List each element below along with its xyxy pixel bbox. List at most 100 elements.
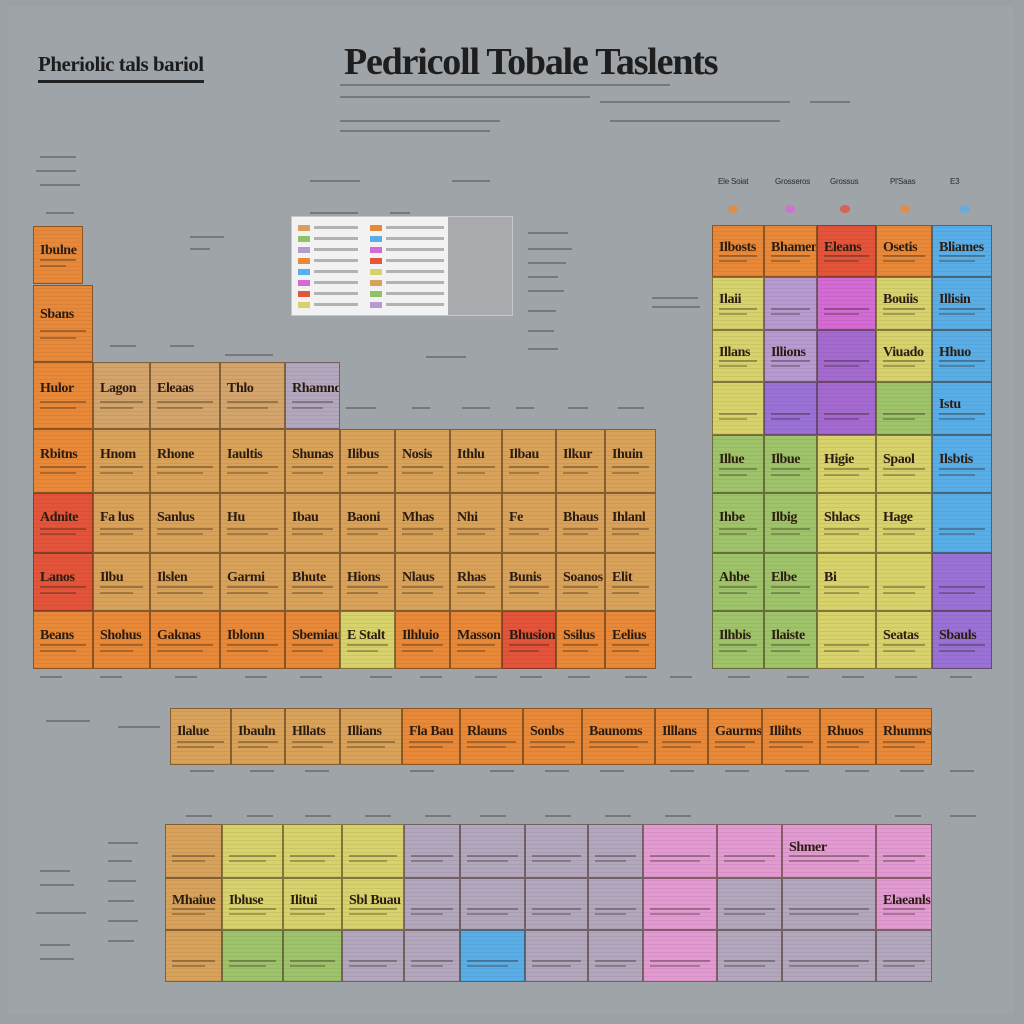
bottom-cell: Sbl Buau bbox=[342, 878, 404, 930]
cell-label: Osetis bbox=[883, 240, 918, 255]
element-cell bbox=[932, 493, 992, 553]
cell-label: Illihts bbox=[769, 724, 802, 740]
cell-label: Rlauns bbox=[467, 724, 507, 740]
element-cell: Gaknas bbox=[150, 611, 220, 669]
element-cell: Bouiis bbox=[876, 277, 932, 330]
cell-label: Hu bbox=[227, 510, 245, 526]
element-cell: Bunis bbox=[502, 553, 556, 611]
cell-label: Ibau bbox=[292, 510, 319, 526]
cell-label: Shmer bbox=[789, 839, 827, 855]
element-cell: Ithlu bbox=[450, 429, 502, 493]
element-cell: Nosis bbox=[395, 429, 450, 493]
cell-label: Eelius bbox=[612, 627, 647, 643]
bottom-cell bbox=[643, 878, 717, 930]
element-cell: Ilbue bbox=[764, 435, 817, 493]
element-cell: Shlacs bbox=[817, 493, 876, 553]
cell-label: Fla Bau bbox=[409, 724, 454, 740]
cell-label: Ihbe bbox=[719, 510, 745, 526]
cell-label: Iaultis bbox=[227, 447, 263, 463]
cell-label: Nhi bbox=[457, 510, 478, 526]
cell-label: Eleaas bbox=[157, 381, 194, 397]
element-cell: Hulor bbox=[33, 362, 93, 429]
cell-label: Elit bbox=[612, 569, 633, 585]
lanthanide-cell: Ibauln bbox=[231, 708, 285, 765]
cell-label: Ilbau bbox=[509, 447, 539, 463]
element-cell: Sbemiaus bbox=[285, 611, 340, 669]
element-cell: Nhi bbox=[450, 493, 502, 553]
element-cell: Ilbosts bbox=[712, 225, 764, 277]
element-cell: Bhaus bbox=[556, 493, 605, 553]
element-cell: Illisin bbox=[932, 277, 992, 330]
cell-label: Bhamen bbox=[771, 240, 817, 255]
bottom-cell bbox=[717, 824, 782, 878]
element-cell: Hhuo bbox=[932, 330, 992, 382]
cell-label: Ihuin bbox=[612, 447, 643, 463]
cell-label: Baunoms bbox=[589, 724, 643, 740]
cell-label: Rbitns bbox=[40, 447, 78, 463]
cell-label: Ilhbis bbox=[719, 627, 751, 643]
element-cell: Ilhbis bbox=[712, 611, 764, 669]
bottom-cell bbox=[222, 824, 283, 878]
element-cell: Bhute bbox=[285, 553, 340, 611]
cell-label: Hage bbox=[883, 510, 913, 526]
key-label: Pl'Saas bbox=[890, 177, 916, 186]
bottom-cell bbox=[342, 930, 404, 982]
element-cell bbox=[876, 553, 932, 611]
element-cell bbox=[817, 277, 876, 330]
element-cell: Garmi bbox=[220, 553, 285, 611]
lanthanide-cell: Illlans bbox=[655, 708, 708, 765]
main-title: Pedricoll Tobale Taslents bbox=[344, 41, 719, 83]
cell-label: Bhaus bbox=[563, 510, 599, 526]
cell-label: Illue bbox=[719, 451, 745, 467]
bottom-cell bbox=[717, 878, 782, 930]
cell-label: Thlo bbox=[227, 381, 254, 397]
cell-label: Illans bbox=[719, 345, 751, 360]
bottom-cell bbox=[588, 878, 643, 930]
bottom-cell bbox=[525, 824, 588, 878]
bottom-cell bbox=[782, 930, 876, 982]
element-cell: Ilhluio bbox=[395, 611, 450, 669]
element-cell: Rhamnd bbox=[285, 362, 340, 429]
lanthanide-cell: Fla Bau bbox=[402, 708, 460, 765]
bottom-cell bbox=[404, 824, 460, 878]
cell-label: Bouiis bbox=[883, 292, 918, 308]
cell-label: Higie bbox=[824, 451, 854, 467]
bottom-cell bbox=[460, 824, 525, 878]
element-cell: Sanlus bbox=[150, 493, 220, 553]
element-cell bbox=[817, 330, 876, 382]
cell-label: Viuado bbox=[883, 345, 924, 360]
cell-label: Gaurms bbox=[715, 724, 762, 740]
bottom-cell bbox=[222, 930, 283, 982]
element-cell: Bliames bbox=[932, 225, 992, 277]
cell-label: Ibulne bbox=[40, 242, 77, 258]
bottom-cell bbox=[643, 824, 717, 878]
cell-label: Lanos bbox=[40, 569, 75, 585]
element-cell: Osetis bbox=[876, 225, 932, 277]
element-cell bbox=[817, 611, 876, 669]
element-cell: Hage bbox=[876, 493, 932, 553]
element-cell: Shohus bbox=[93, 611, 150, 669]
element-cell: Viuado bbox=[876, 330, 932, 382]
cell-label: Seatas bbox=[883, 627, 919, 643]
cell-label: Rhone bbox=[157, 447, 194, 463]
cell-label: Hions bbox=[347, 569, 381, 585]
element-cell: Eleans bbox=[817, 225, 876, 277]
cell-label: Ibauln bbox=[238, 724, 276, 740]
lanthanide-cell: Illihts bbox=[762, 708, 820, 765]
key-label: Grosseros bbox=[775, 177, 811, 186]
element-cell: Ihbe bbox=[712, 493, 764, 553]
cell-label: Beans bbox=[40, 627, 74, 643]
cell-label: Ilitui bbox=[290, 893, 318, 908]
bottom-cell: Shmer bbox=[782, 824, 876, 878]
cell-label: Ibluse bbox=[229, 893, 264, 908]
bottom-cell bbox=[283, 824, 342, 878]
cell-label: Ilaii bbox=[719, 292, 742, 308]
key-label: Grossus bbox=[830, 177, 859, 186]
cell-label: Bi bbox=[824, 569, 837, 585]
element-cell: Fe bbox=[502, 493, 556, 553]
bottom-cell bbox=[588, 824, 643, 878]
cell-label: Shunas bbox=[292, 447, 334, 463]
cell-label: Fe bbox=[509, 510, 523, 526]
lanthanide-cell: Hllats bbox=[285, 708, 340, 765]
element-cell: Hu bbox=[220, 493, 285, 553]
